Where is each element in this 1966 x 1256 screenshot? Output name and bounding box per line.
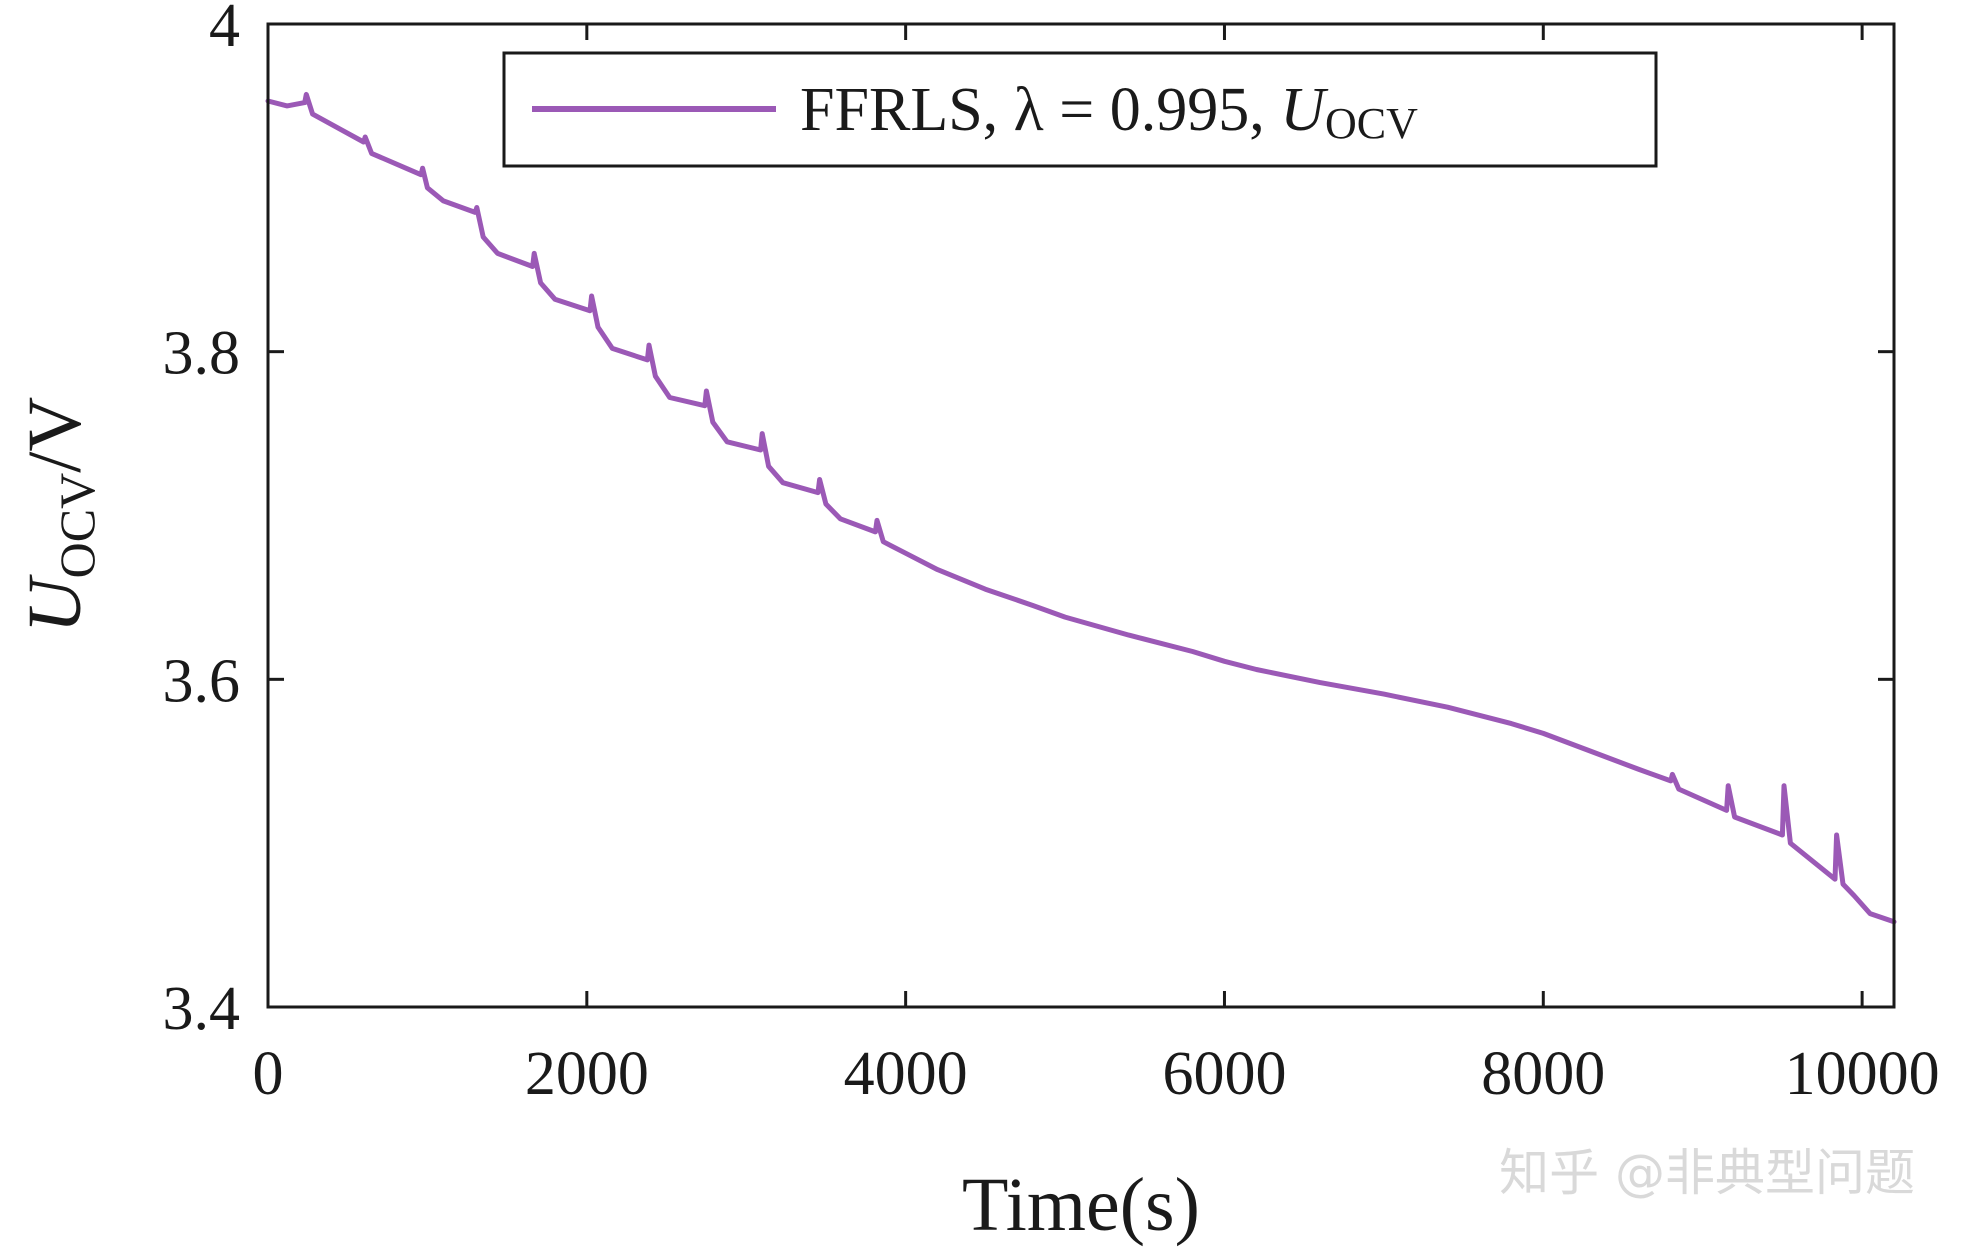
series-line-ffrls xyxy=(265,91,1897,925)
legend: FFRLS, λ = 0.995, UOCV xyxy=(502,51,1658,168)
y-axis-title: UOCV/V xyxy=(13,397,105,634)
y-axis-title-sub: OCV xyxy=(49,473,105,579)
x-tick-label: 6000 xyxy=(1162,1040,1286,1108)
y-tick-label: 3.4 xyxy=(163,975,241,1043)
y-axis-ticks: 3.4 3.6 3.8 4 xyxy=(163,0,1894,1043)
watermark-text: 知乎 @非典型问题 xyxy=(1499,1144,1915,1202)
legend-entry-var: U xyxy=(1280,76,1329,144)
x-tick-label: 0 xyxy=(253,1040,284,1108)
axes-frame xyxy=(266,22,1896,1009)
x-tick-label: 2000 xyxy=(525,1040,649,1108)
x-axis-title: Time(s) xyxy=(962,1163,1200,1247)
y-tick-label: 3.6 xyxy=(163,647,241,715)
x-tick-label: 8000 xyxy=(1481,1040,1605,1108)
y-axis-title-main: U xyxy=(13,574,97,633)
y-tick-label: 3.8 xyxy=(163,320,241,388)
x-tick-label: 10000 xyxy=(1785,1040,1940,1108)
x-axis-ticks: 0 2000 4000 6000 8000 10000 xyxy=(253,24,1940,1108)
x-tick-label: 4000 xyxy=(844,1040,968,1108)
y-tick-label: 4 xyxy=(209,0,240,60)
legend-entry: FFRLS, λ = 0.995, UOCV xyxy=(800,76,1418,148)
legend-entry-label: FFRLS, λ = 0.995, xyxy=(800,76,1280,144)
legend-entry-sub: OCV xyxy=(1325,99,1418,148)
y-axis-title-suffix: /V xyxy=(13,397,97,473)
